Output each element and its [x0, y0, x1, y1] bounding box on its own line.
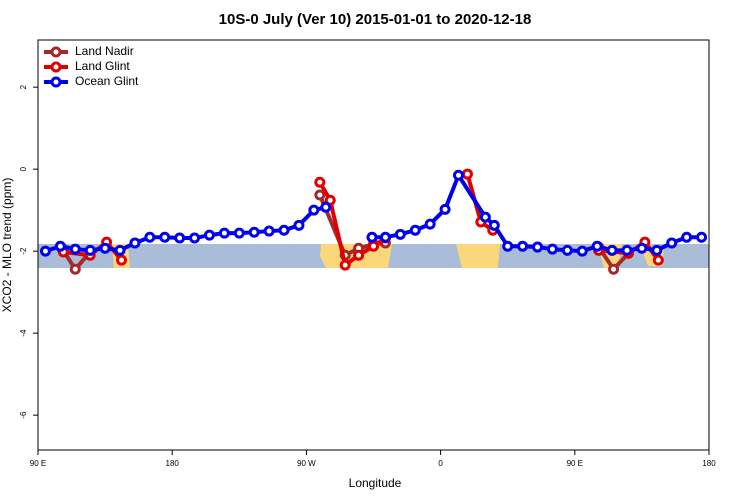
data-point [606, 244, 618, 256]
data-point [233, 227, 245, 239]
data-point [488, 219, 500, 231]
data-point [636, 242, 648, 254]
x-tick-label: 90 E [30, 459, 46, 468]
data-point [424, 218, 436, 230]
data-point [651, 244, 663, 256]
legend-label: Ocean Glint [75, 74, 139, 88]
data-point [293, 219, 305, 231]
legend-label: Land Glint [75, 59, 130, 73]
y-tick-label: 2 [19, 84, 28, 89]
plot-frame [37, 39, 710, 451]
data-point [576, 245, 588, 257]
data-point [278, 224, 290, 236]
chart-title: 10S-0 July (Ver 10) 2015-01-01 to 2020-1… [219, 11, 532, 28]
data-point [353, 249, 365, 261]
data-point [54, 240, 66, 252]
data-point [546, 243, 558, 255]
data-point [308, 204, 320, 216]
data-point [189, 232, 201, 244]
data-point [218, 227, 230, 239]
land-patch [456, 244, 500, 268]
data-point [666, 237, 678, 249]
data-point [248, 226, 260, 238]
x-tick-label: 90 E [567, 459, 583, 468]
data-point [439, 203, 451, 215]
x-tick-label: 0 [438, 459, 443, 468]
data-point [69, 263, 81, 275]
data-point [339, 259, 351, 271]
legend-swatch-point [50, 76, 62, 88]
data-point [517, 240, 529, 252]
data-point [652, 254, 664, 266]
data-point [263, 225, 275, 237]
y-axis-label: XCO2 - MLO trend (ppm) [0, 178, 14, 313]
data-point [129, 237, 141, 249]
data-point [69, 243, 81, 255]
data-point [320, 201, 332, 213]
data-point [502, 240, 514, 252]
x-axis-label: Longitude [349, 476, 402, 490]
data-point [479, 211, 491, 223]
data-point [203, 229, 215, 241]
data-point [591, 240, 603, 252]
data-point [39, 245, 51, 257]
data-point [561, 244, 573, 256]
data-point [314, 189, 326, 201]
data-point [144, 231, 156, 243]
x-tick-label: 180 [166, 459, 180, 468]
data-point [314, 176, 326, 188]
y-tick-label: -4 [19, 329, 28, 337]
data-point [394, 228, 406, 240]
x-tick-label: 180 [702, 459, 716, 468]
data-point [159, 231, 171, 243]
y-tick-label: -2 [19, 247, 28, 255]
data-point [114, 244, 126, 256]
data-point [379, 231, 391, 243]
y-tick-label: 0 [19, 166, 28, 171]
data-point [621, 244, 633, 256]
data-point [99, 242, 111, 254]
data-point [608, 263, 620, 275]
y-tick-label: -6 [19, 411, 28, 419]
data-point [116, 254, 128, 266]
legend-label: Land Nadir [75, 44, 134, 58]
data-point [84, 244, 96, 256]
data-point [409, 224, 421, 236]
data-point [368, 240, 379, 252]
x-tick-label: 90 W [297, 459, 316, 468]
legend-swatch-point [50, 61, 62, 73]
data-point [532, 241, 544, 253]
data-point [174, 232, 186, 244]
legend-swatch-point [50, 46, 62, 58]
data-point [696, 231, 708, 243]
data-point [366, 231, 378, 243]
data-point [461, 168, 473, 180]
data-point [452, 169, 464, 181]
data-point [681, 231, 693, 243]
